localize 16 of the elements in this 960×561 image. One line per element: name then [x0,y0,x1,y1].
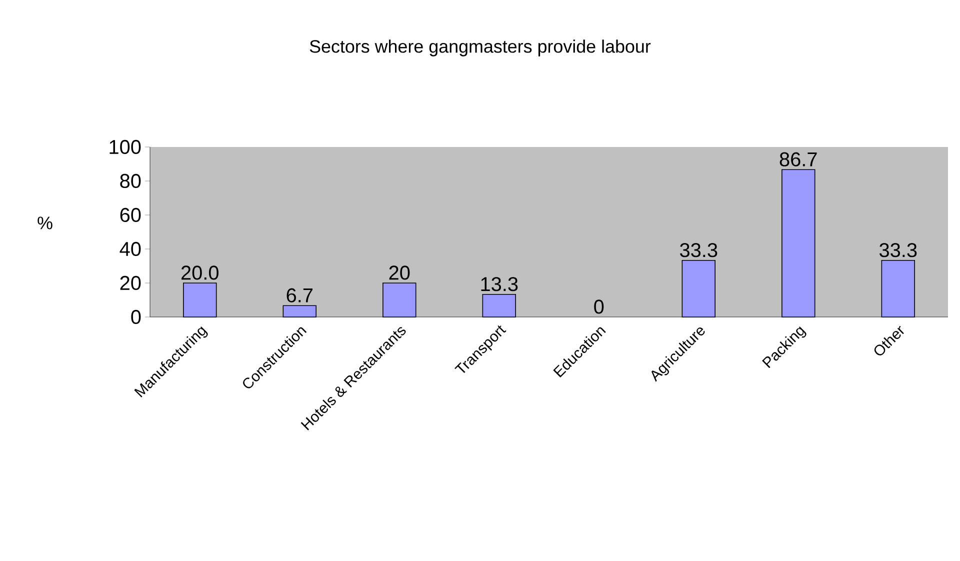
y-tick-label: 60 [120,208,141,222]
data-label: 0 [594,300,604,314]
data-label: 20.0 [181,266,218,280]
y-tick-label: 100 [110,140,141,154]
data-label: 33.3 [880,243,917,258]
y-tick-label: 0 [131,310,141,324]
chart-title: Sectors where gangmasters provide labour [310,40,651,56]
y-axis-title: % [38,216,52,230]
data-label: 13.3 [481,277,518,292]
data-label: 6.7 [286,288,312,302]
y-tick-label: 80 [120,174,141,188]
data-label: 33.3 [680,243,718,258]
data-label: 86.7 [780,152,817,166]
y-tick-label: 20 [120,276,141,290]
y-tick-label: 40 [120,242,141,256]
data-label: 20 [389,266,410,280]
